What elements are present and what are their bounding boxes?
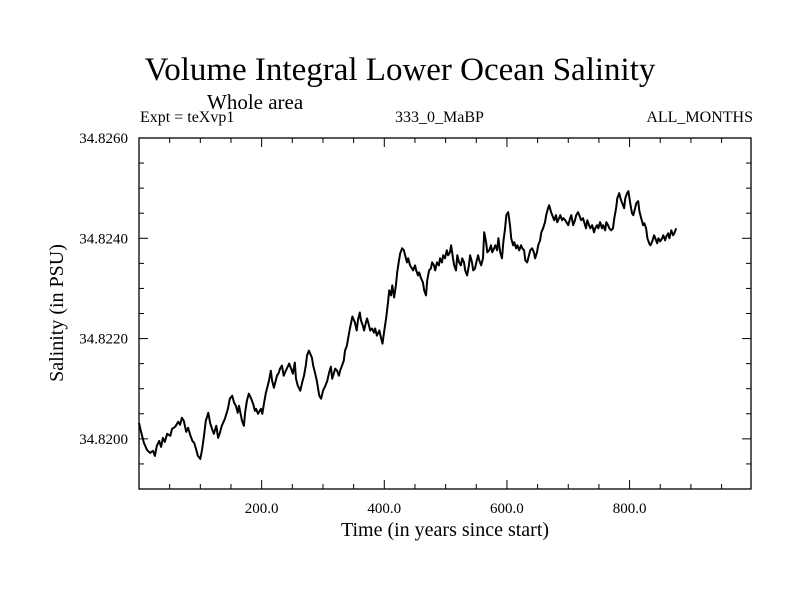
tick-labels: 200.0 400.0 600.0 800.0 34.8200 34.8220 34.824… (79, 131, 646, 517)
plot-frame (138, 137, 752, 490)
months-label: ALL_MONTHS (646, 109, 753, 126)
y-tick-label: 34.8240 (79, 231, 128, 247)
y-tick-label: 34.8200 (79, 432, 128, 448)
x-tick-label: 800.0 (613, 501, 647, 517)
x-tick-label: 200.0 (245, 501, 279, 517)
period-label: 333_0_MaBP (395, 109, 484, 126)
chart-subtitle: Whole area (207, 90, 304, 114)
x-axis-label: Time (in years since start) (340, 519, 550, 541)
y-tick-label: 34.8220 (79, 332, 128, 348)
x-tick-label: 400.0 (367, 501, 401, 517)
chart-title: Volume Integral Lower Ocean Salinity (144, 52, 656, 88)
salinity-series-line (138, 190, 678, 460)
experiment-label: Expt = teXvp1 (140, 109, 235, 126)
x-tick-label: 600.0 (490, 501, 524, 517)
axis-ticks (139, 138, 751, 489)
y-tick-label: 34.8260 (79, 131, 128, 147)
